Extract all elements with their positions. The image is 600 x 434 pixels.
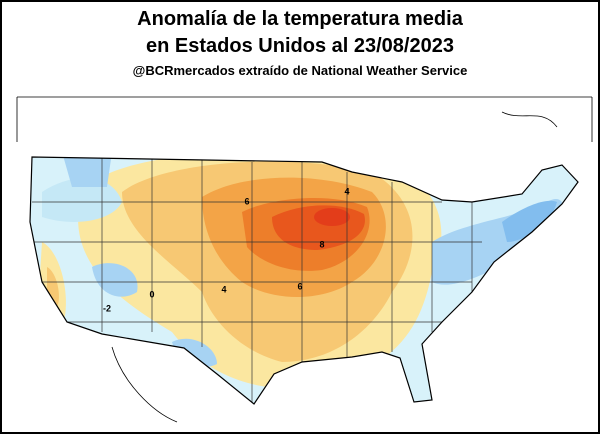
contour-label: 6 (244, 196, 249, 206)
state-lines (32, 157, 482, 402)
contour-label: 4 (344, 186, 349, 196)
title-line: en Estados Unidos al 23/08/2023 (146, 35, 454, 57)
title-line: Anomalía de la temperatura media (137, 8, 463, 30)
contour-label: 8 (319, 239, 324, 249)
us-outline (29, 156, 579, 405)
borders (16, 96, 593, 423)
contour-label: -2 (103, 303, 111, 313)
contour-label: 6 (297, 281, 302, 291)
credit: @BCRmercados extraído de National Weathe… (132, 63, 468, 78)
contour-label: 0 (149, 289, 154, 299)
contour-label: 4 (221, 284, 226, 294)
